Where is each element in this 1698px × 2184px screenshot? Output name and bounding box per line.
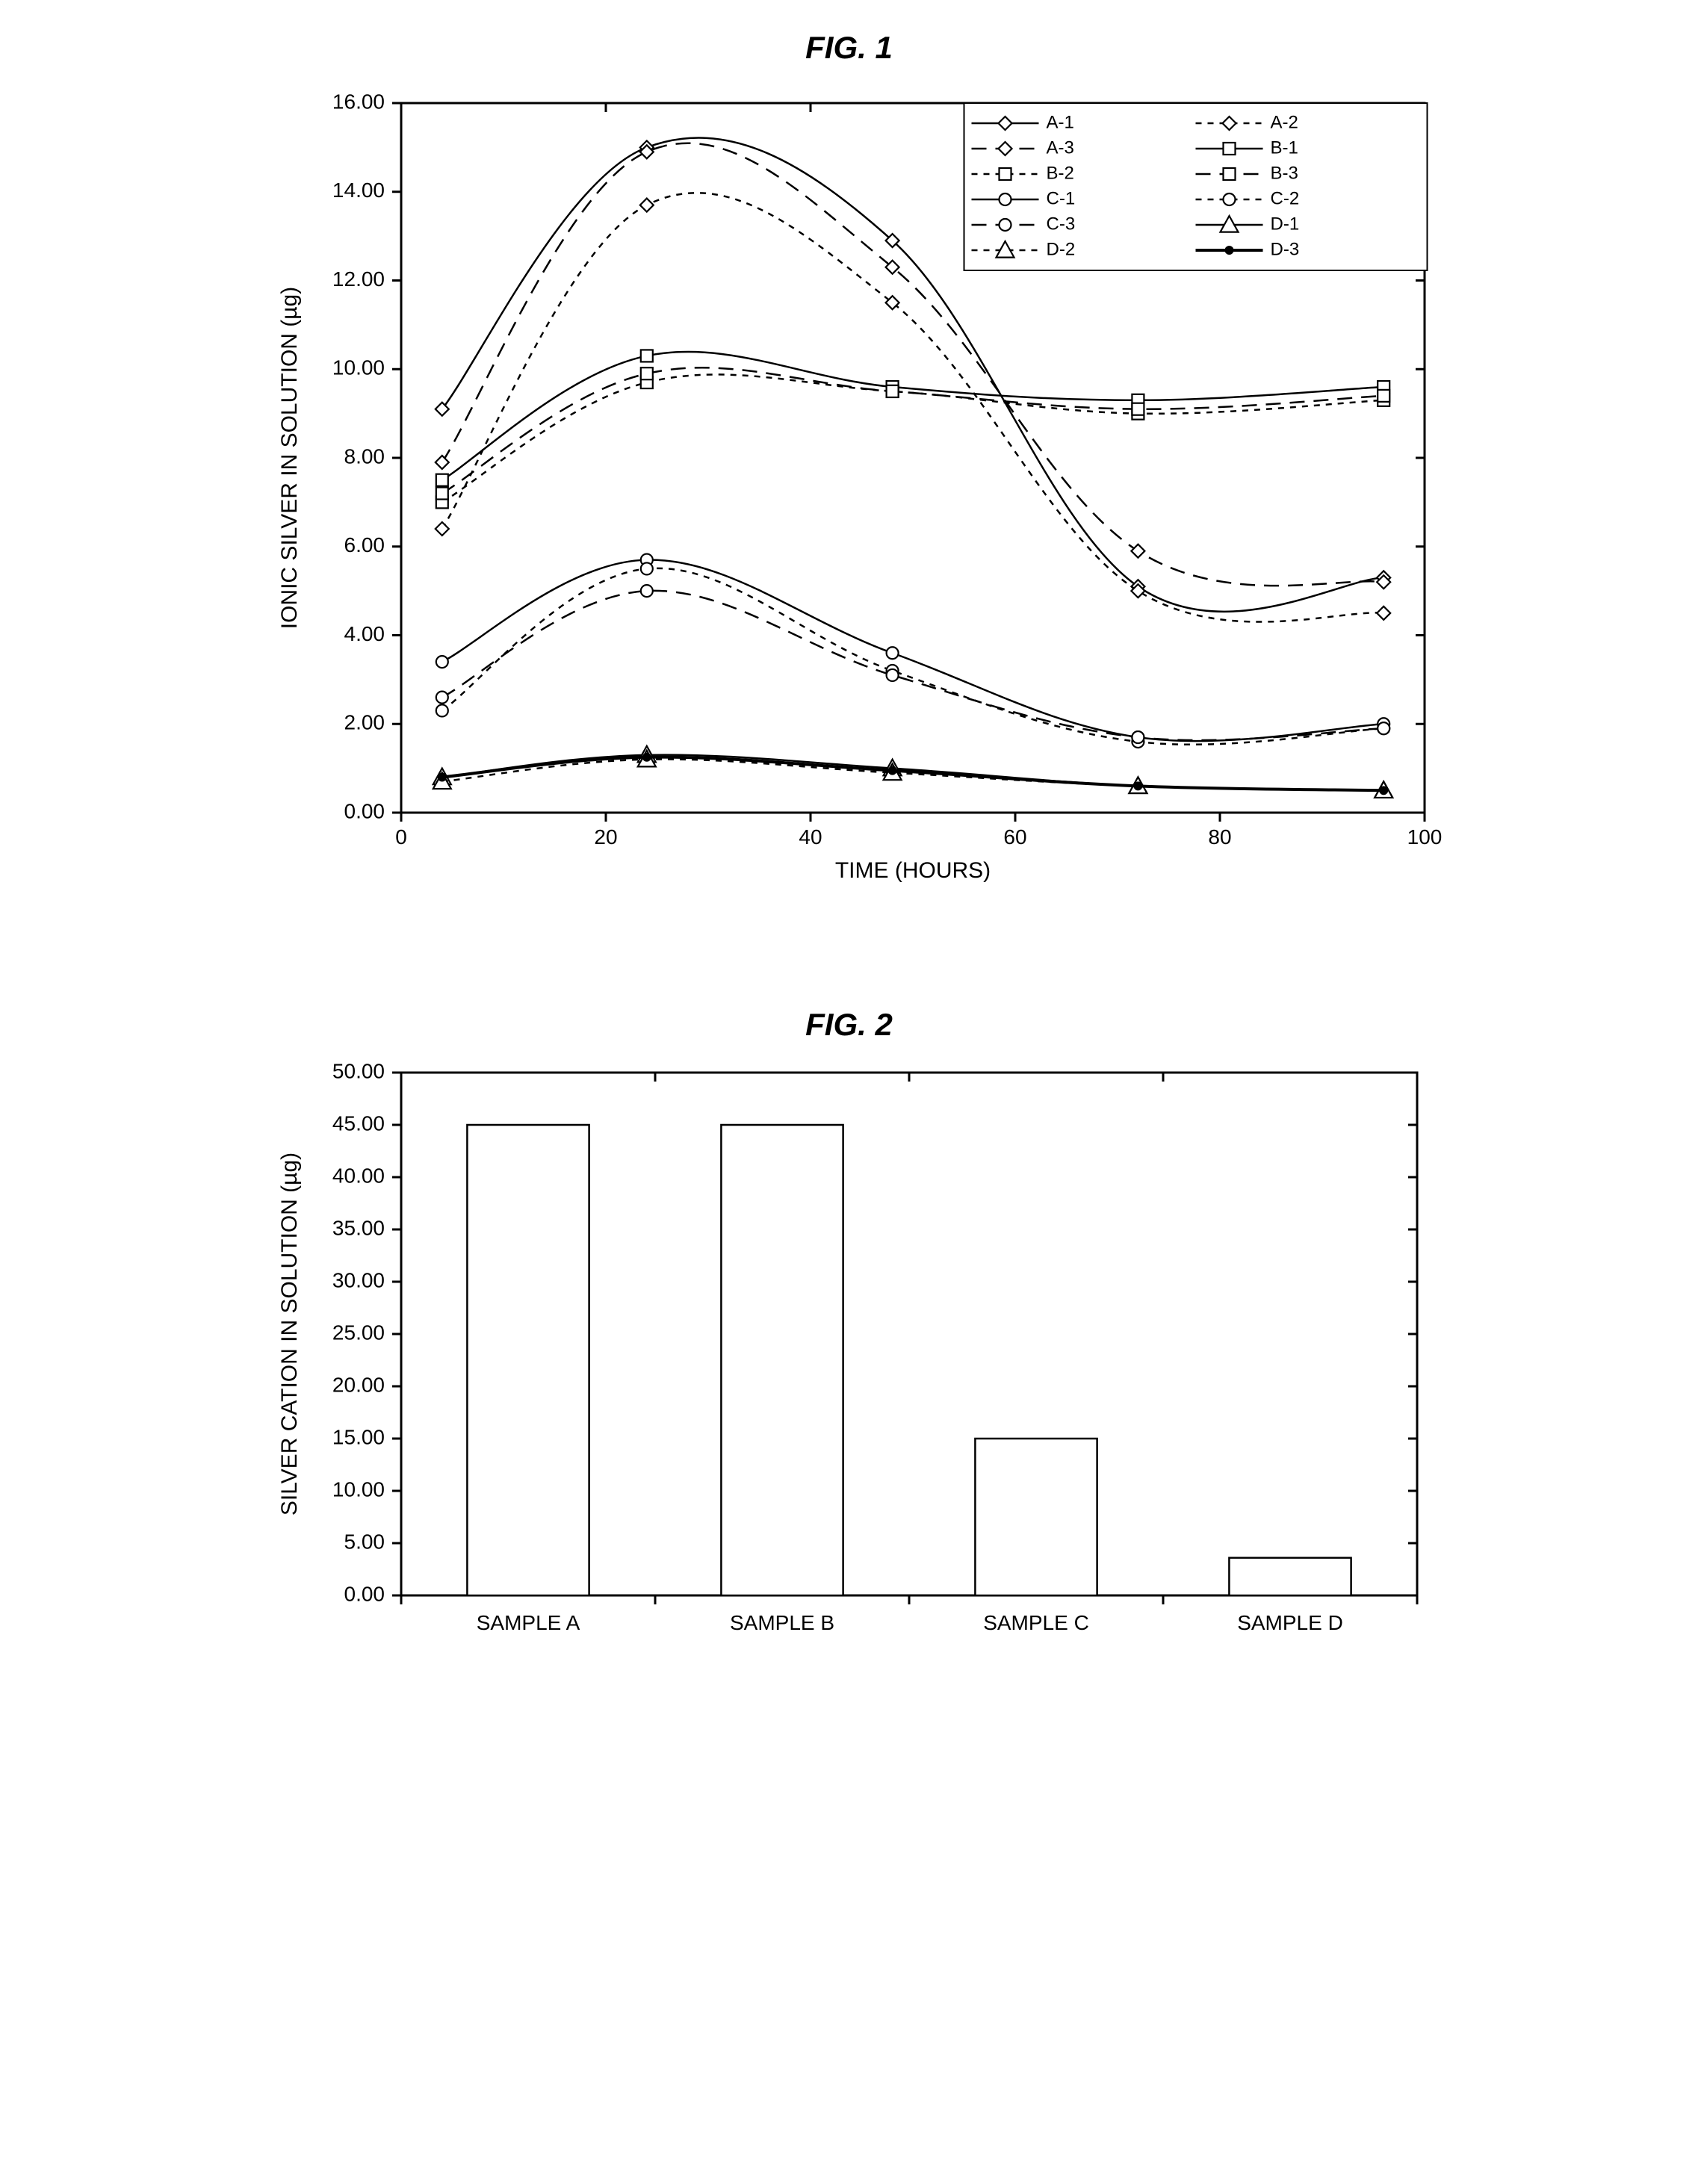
svg-text:10.00: 10.00 xyxy=(332,1477,384,1501)
svg-text:4.00: 4.00 xyxy=(344,622,385,645)
svg-text:C-3: C-3 xyxy=(1046,214,1075,234)
svg-text:10.00: 10.00 xyxy=(332,356,384,379)
svg-text:B-3: B-3 xyxy=(1270,163,1298,183)
svg-text:35.00: 35.00 xyxy=(332,1216,384,1239)
svg-text:SAMPLE D: SAMPLE D xyxy=(1237,1611,1343,1634)
svg-text:40: 40 xyxy=(799,825,822,849)
fig1-chart: 0.00 2.00 4.00 6.00 8.00 10.00 12.00 14.00 16.00… xyxy=(252,81,1447,902)
svg-text:20.00: 20.00 xyxy=(332,1373,384,1396)
svg-text:A-2: A-2 xyxy=(1270,112,1298,132)
svg-text:20: 20 xyxy=(594,825,617,849)
svg-text:100: 100 xyxy=(1407,825,1442,849)
svg-text:6.00: 6.00 xyxy=(344,533,385,556)
svg-text:SILVER CATION IN SOLUTION (µg): SILVER CATION IN SOLUTION (µg) xyxy=(277,1153,302,1516)
svg-text:0.00: 0.00 xyxy=(344,799,385,822)
svg-text:16.00: 16.00 xyxy=(332,90,384,113)
svg-text:15.00: 15.00 xyxy=(332,1425,384,1448)
svg-text:45.00: 45.00 xyxy=(332,1111,384,1135)
fig2-chart: 0.00 5.00 10.00 15.00 20.00 25.00 30.00 35.00 40… xyxy=(252,1058,1447,1670)
svg-text:A-1: A-1 xyxy=(1046,112,1073,132)
svg-text:25.00: 25.00 xyxy=(332,1321,384,1344)
svg-text:12.00: 12.00 xyxy=(332,267,384,291)
svg-text:SAMPLE B: SAMPLE B xyxy=(729,1611,834,1634)
svg-text:80: 80 xyxy=(1208,825,1231,849)
svg-text:A-3: A-3 xyxy=(1046,137,1073,158)
svg-text:D-3: D-3 xyxy=(1270,239,1299,259)
svg-text:B-2: B-2 xyxy=(1046,163,1073,183)
svg-text:14.00: 14.00 xyxy=(332,179,384,202)
svg-text:B-1: B-1 xyxy=(1270,137,1298,158)
svg-text:TIME (HOURS): TIME (HOURS) xyxy=(834,858,990,883)
svg-text:5.00: 5.00 xyxy=(344,1530,385,1553)
fig1-wrap: 0.00 2.00 4.00 6.00 8.00 10.00 12.00 14.00 16.00… xyxy=(30,81,1668,902)
svg-text:C-2: C-2 xyxy=(1270,188,1299,208)
svg-text:SAMPLE C: SAMPLE C xyxy=(983,1611,1089,1634)
svg-text:C-1: C-1 xyxy=(1046,188,1075,208)
svg-text:60: 60 xyxy=(1003,825,1026,849)
svg-text:D-2: D-2 xyxy=(1046,239,1075,259)
fig2-title: FIG. 2 xyxy=(30,1007,1668,1043)
svg-text:2.00: 2.00 xyxy=(344,711,385,734)
svg-text:IONIC SILVER IN SOLUTION (µg): IONIC SILVER IN SOLUTION (µg) xyxy=(277,287,302,629)
fig2-wrap: 0.00 5.00 10.00 15.00 20.00 25.00 30.00 35.00 40… xyxy=(30,1058,1668,1670)
fig1-title: FIG. 1 xyxy=(30,30,1668,66)
svg-text:0: 0 xyxy=(395,825,407,849)
svg-text:50.00: 50.00 xyxy=(332,1059,384,1082)
svg-text:30.00: 30.00 xyxy=(332,1268,384,1291)
svg-text:SAMPLE A: SAMPLE A xyxy=(476,1611,580,1634)
svg-text:D-1: D-1 xyxy=(1270,214,1299,234)
svg-text:8.00: 8.00 xyxy=(344,444,385,468)
svg-text:0.00: 0.00 xyxy=(344,1582,385,1605)
svg-text:40.00: 40.00 xyxy=(332,1164,384,1187)
